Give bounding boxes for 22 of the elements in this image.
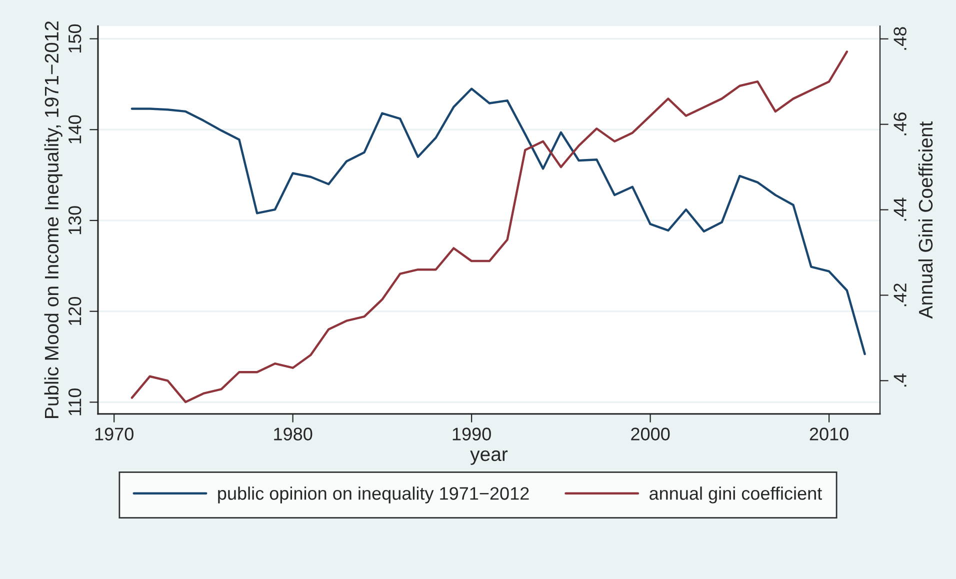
y2-tick-label: .48 (894, 27, 906, 50)
line-series (130, 88, 866, 356)
y-tick-label: 110 (68, 388, 82, 416)
x-tick-label: 1970 (95, 428, 134, 440)
x-tick-label: 2010 (810, 428, 848, 440)
legend-label: annual gini coefficient (650, 486, 822, 504)
y2-tick-label: .44 (894, 198, 906, 221)
x-tick-label: 2000 (631, 428, 670, 440)
line-series (130, 50, 848, 404)
y-axis-title: Public Mood on Income Inequality, 1971−2012 (44, 21, 62, 418)
y2-tick-label: .4 (894, 374, 906, 387)
y2-tick-label: .46 (894, 112, 906, 136)
y2-axis-title: Annual Gini Coefficient (918, 121, 933, 319)
legend-label: public opinion on inequality 1971−2012 (218, 486, 529, 504)
x-tick-label: 1990 (452, 428, 491, 440)
x-tick-label: 1980 (274, 428, 312, 440)
y2-tick-label: .42 (894, 284, 906, 306)
y-tick-label: 140 (68, 115, 82, 144)
y-tick-label: 150 (68, 24, 82, 52)
y-tick-label: 120 (68, 296, 82, 326)
x-axis-title: year (470, 450, 508, 465)
y-tick-label: 130 (68, 206, 82, 234)
